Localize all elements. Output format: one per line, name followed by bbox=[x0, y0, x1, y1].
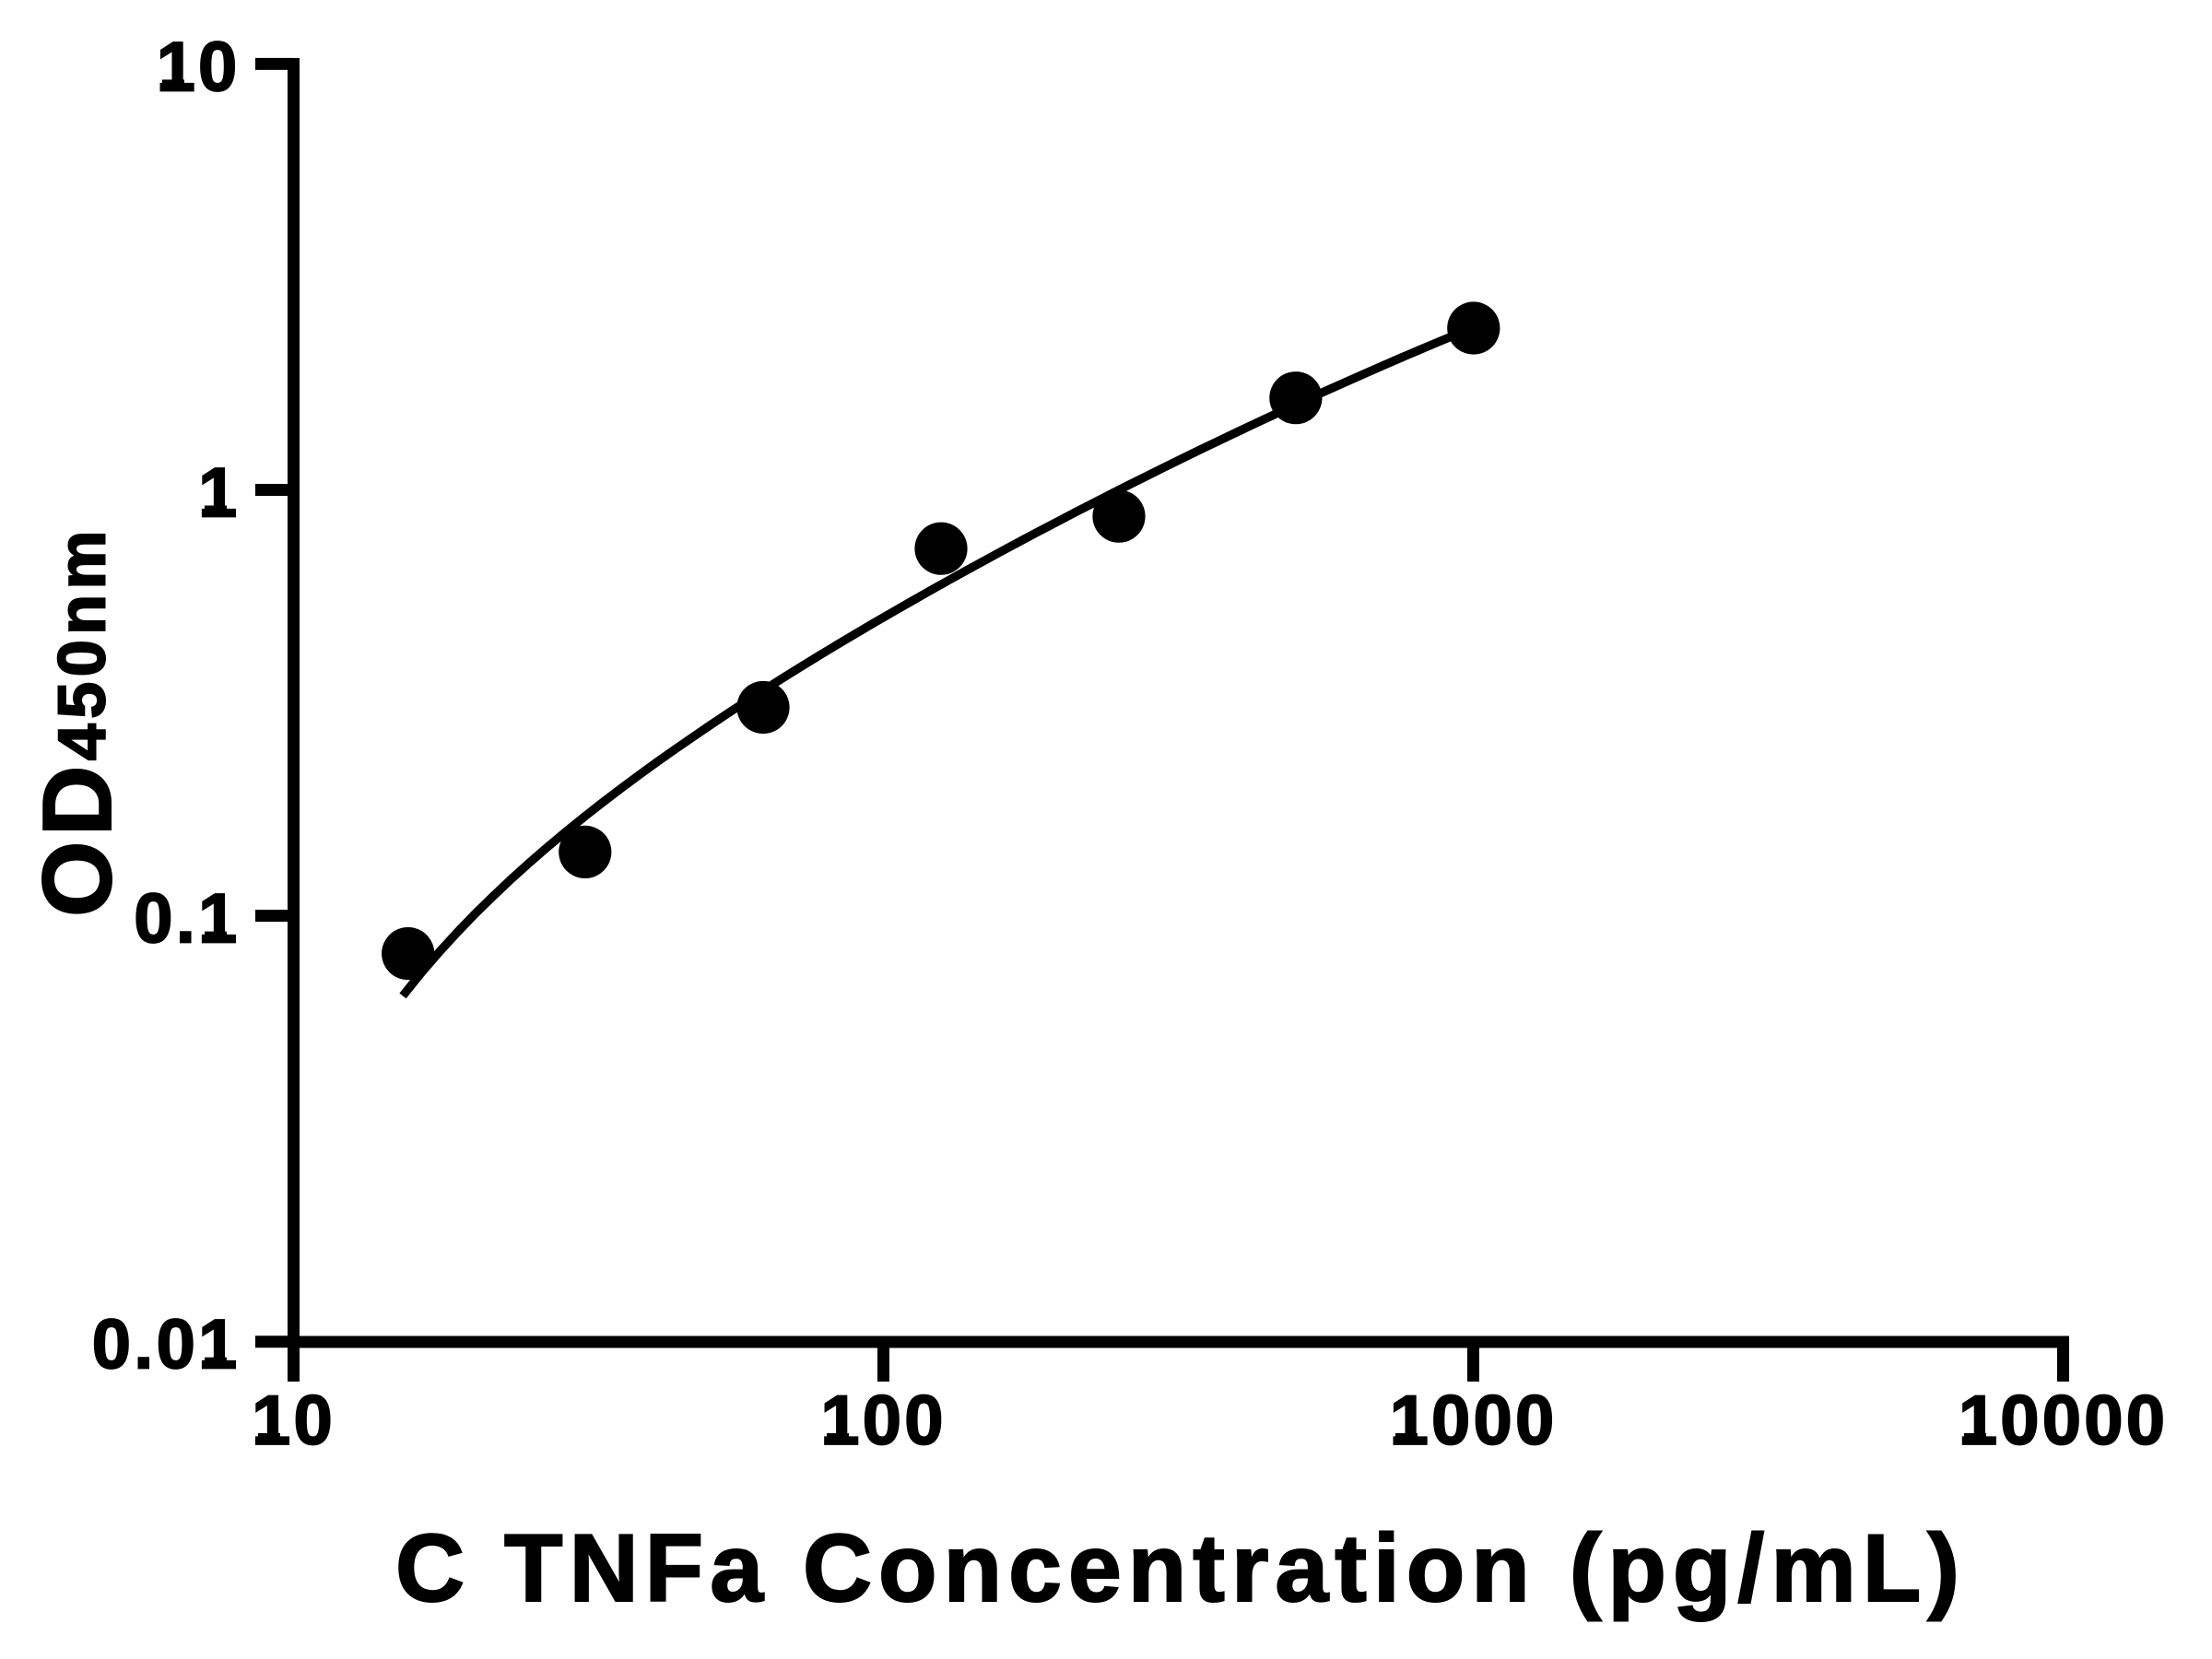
svg-text:1000: 1000 bbox=[1390, 1382, 1558, 1460]
svg-text:C TNFa Concentration (pg/mL): C TNFa Concentration (pg/mL) bbox=[395, 1515, 1966, 1622]
svg-text:0.01: 0.01 bbox=[92, 1306, 241, 1384]
svg-text:100: 100 bbox=[820, 1382, 946, 1460]
svg-text:10000: 10000 bbox=[1959, 1382, 2168, 1460]
svg-text:0.1: 0.1 bbox=[134, 880, 240, 959]
svg-text:10: 10 bbox=[252, 1382, 335, 1460]
svg-text:1: 1 bbox=[198, 454, 240, 533]
svg-text:10: 10 bbox=[157, 28, 241, 106]
